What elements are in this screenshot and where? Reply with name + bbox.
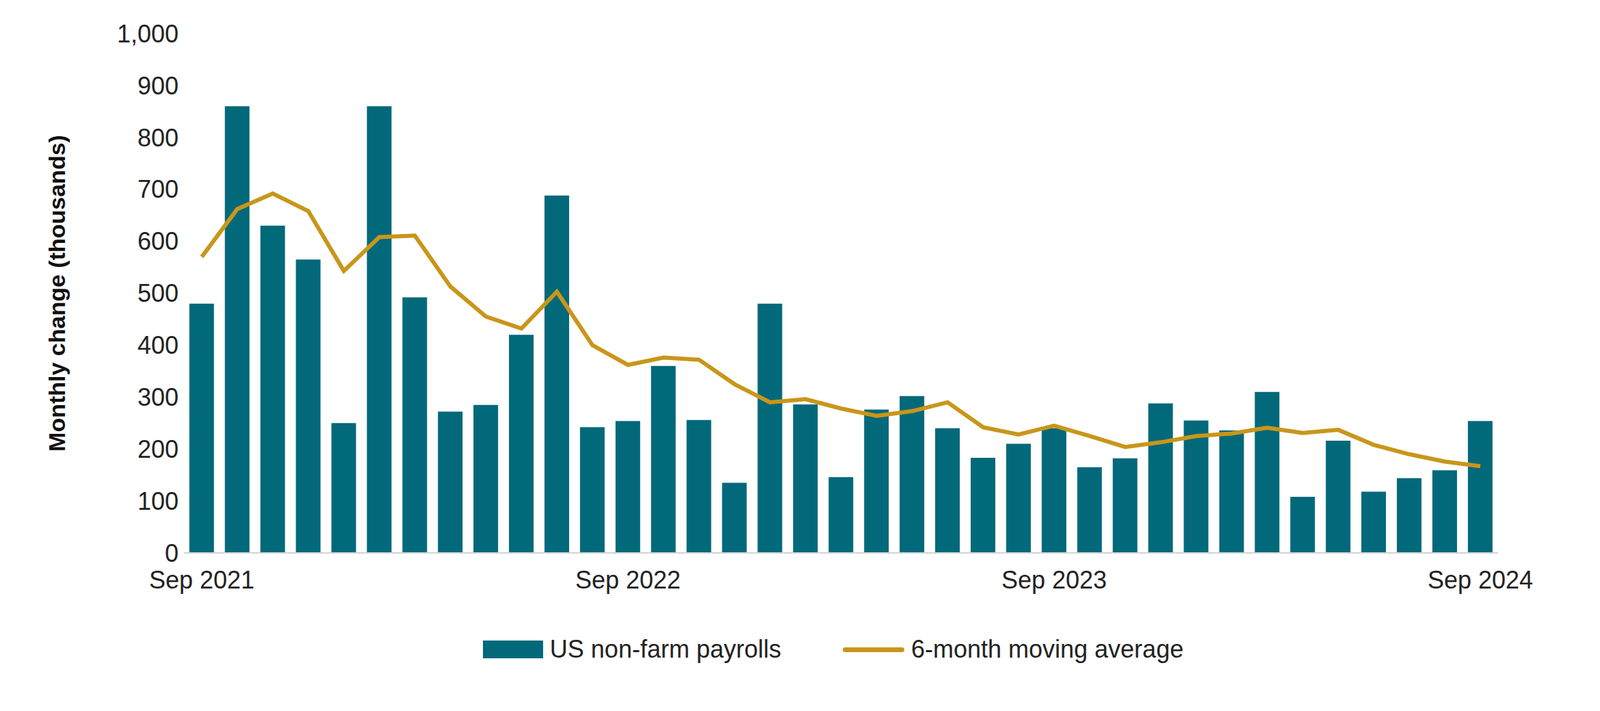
html-text:US non-farm payrolls: US non-farm payrolls xyxy=(549,634,782,663)
svg-text:1,000: 1,000 xyxy=(116,19,179,48)
html-text:6-month moving average: 6-month moving average xyxy=(911,634,1184,663)
svg-text:Monthly change (thousands): Monthly change (thousands) xyxy=(43,134,70,452)
svg-text:300: 300 xyxy=(137,383,179,412)
svg-text:200: 200 xyxy=(137,435,179,464)
svg-text:100: 100 xyxy=(137,487,179,516)
svg-text:Sep 2022: Sep 2022 xyxy=(575,565,681,594)
svg-text:400: 400 xyxy=(137,331,179,360)
svg-text:900: 900 xyxy=(137,71,179,100)
svg-text:Sep 2021: Sep 2021 xyxy=(149,565,255,594)
svg-text:600: 600 xyxy=(137,227,179,256)
svg-text:Sep 2024: Sep 2024 xyxy=(1427,565,1533,594)
svg-text:700: 700 xyxy=(137,175,179,204)
svg-text:800: 800 xyxy=(137,123,179,152)
svg-text:0: 0 xyxy=(164,539,179,568)
svg-text:Sep 2023: Sep 2023 xyxy=(1001,565,1107,594)
svg-text:500: 500 xyxy=(137,279,179,308)
